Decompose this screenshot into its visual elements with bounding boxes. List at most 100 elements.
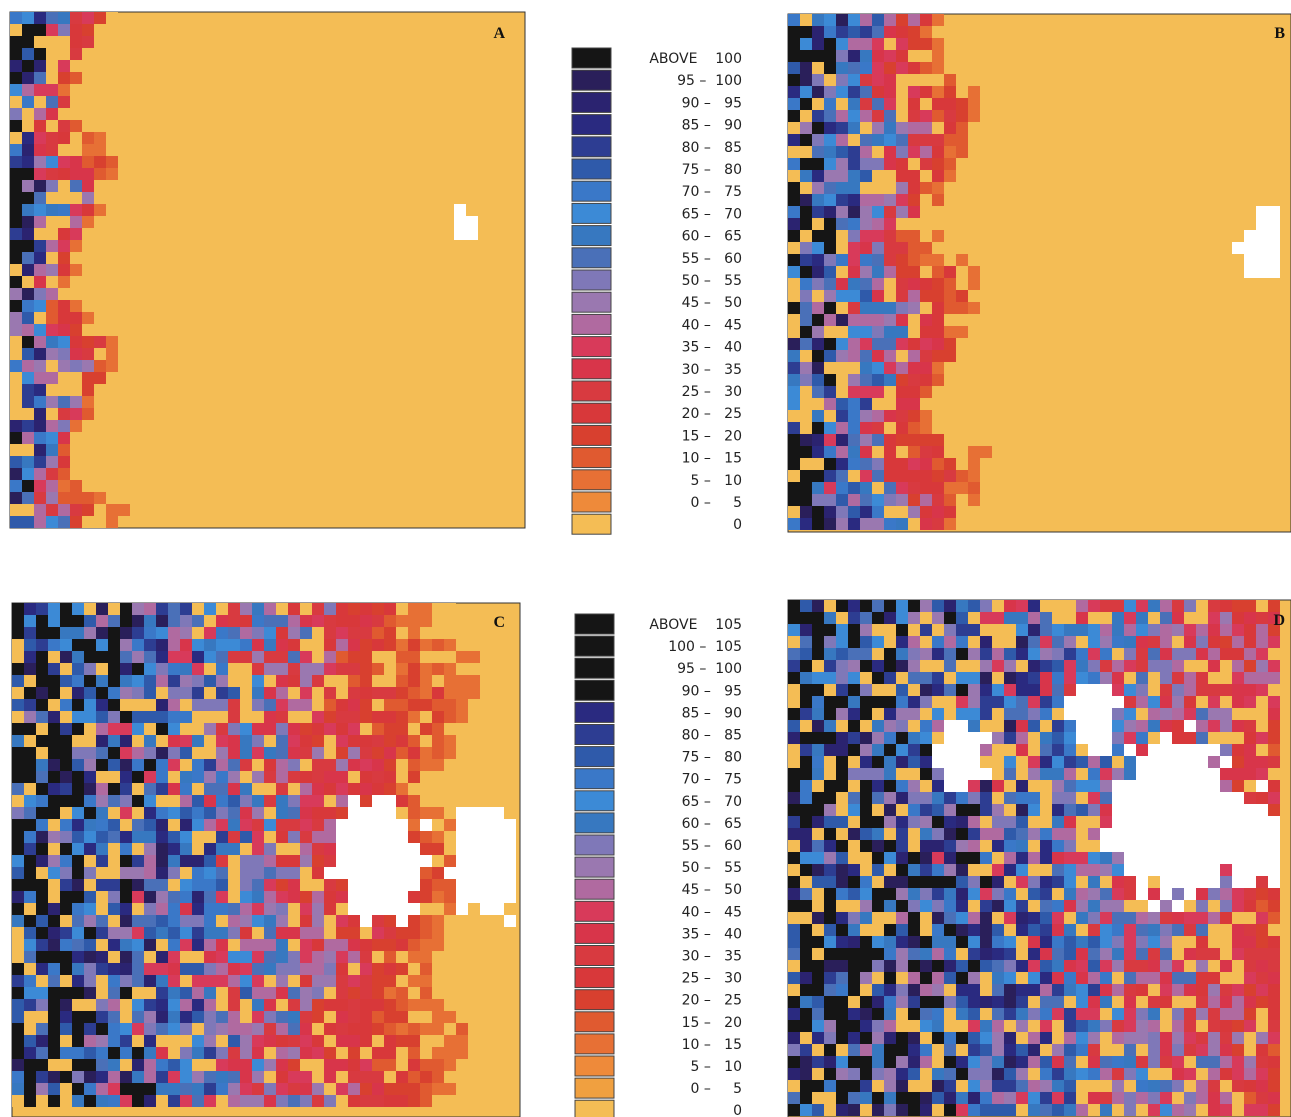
- map-cell: [132, 747, 144, 759]
- map-cell: [384, 819, 396, 831]
- map-cell: [920, 1032, 932, 1044]
- map-cell: [884, 170, 896, 182]
- map-cell: [1076, 612, 1088, 624]
- map-cell: [980, 852, 992, 864]
- map-cell: [848, 648, 860, 660]
- map-cell: [156, 975, 168, 987]
- map-cell: [896, 792, 908, 804]
- map-cell: [420, 663, 432, 675]
- map-cell: [800, 458, 812, 470]
- map-cell: [264, 663, 276, 675]
- map-cell: [1160, 732, 1172, 744]
- map-cell: [1040, 756, 1052, 768]
- map-cell: [908, 624, 920, 636]
- map-cell: [60, 783, 72, 795]
- map-cell: [932, 314, 944, 326]
- map-cell: [216, 1023, 228, 1035]
- map-cell: [896, 696, 908, 708]
- map-cell: [824, 14, 836, 26]
- map-cell: [204, 615, 216, 627]
- map-cell: [58, 312, 70, 324]
- map-cell: [120, 963, 132, 975]
- map-cell: [300, 999, 312, 1011]
- map-cell: [24, 915, 36, 927]
- map-cell: [1256, 900, 1268, 912]
- map-cell: [884, 494, 896, 506]
- map-cell: [252, 747, 264, 759]
- map-cell: [204, 663, 216, 675]
- map-cell: [860, 386, 872, 398]
- map-cell: [10, 468, 22, 480]
- map-cell: [872, 362, 884, 374]
- map-cell: [432, 879, 444, 891]
- map-cell: [836, 254, 848, 266]
- map-cell: [300, 1047, 312, 1059]
- map-cell: [24, 687, 36, 699]
- map-cell: [300, 1071, 312, 1083]
- map-cell: [180, 879, 192, 891]
- map-cell: [396, 807, 408, 819]
- map-cell: [456, 711, 468, 723]
- map-cell: [144, 951, 156, 963]
- map-cell: [920, 1080, 932, 1092]
- map-cell: [848, 86, 860, 98]
- map-cell: [1196, 1008, 1208, 1020]
- map-cell: [22, 216, 34, 228]
- map-cell: [1124, 696, 1136, 708]
- map-cell: [156, 939, 168, 951]
- map-cell: [204, 639, 216, 651]
- map-cell: [968, 110, 980, 122]
- map-cell: [920, 470, 932, 482]
- map-cell: [468, 843, 480, 855]
- map-cell: [372, 687, 384, 699]
- map-cell: [812, 612, 824, 624]
- map-cell: [1136, 696, 1148, 708]
- map-cell: [72, 879, 84, 891]
- map-cell: [372, 1011, 384, 1023]
- map-cell: [228, 975, 240, 987]
- map-cell: [456, 663, 468, 675]
- map-cell: [228, 783, 240, 795]
- map-cell: [444, 663, 456, 675]
- map-cell: [48, 915, 60, 927]
- map-cell: [336, 999, 348, 1011]
- map-cell: [1088, 1020, 1100, 1032]
- map-cell: [312, 1095, 324, 1107]
- map-cell: [48, 1011, 60, 1023]
- map-cell: [944, 972, 956, 984]
- map-cell: [228, 615, 240, 627]
- map-cell: [800, 158, 812, 170]
- map-cell: [1160, 900, 1172, 912]
- map-cell: [872, 660, 884, 672]
- map-cell: [968, 98, 980, 110]
- map-cell: [84, 867, 96, 879]
- map-cell: [788, 756, 800, 768]
- map-cell: [108, 687, 120, 699]
- map-cell: [968, 122, 980, 134]
- map-cell: [1040, 996, 1052, 1008]
- map-cell: [108, 1083, 120, 1095]
- map-cell: [824, 1104, 836, 1116]
- map-cell: [800, 494, 812, 506]
- map-cell: [72, 891, 84, 903]
- map-cell: [1076, 1092, 1088, 1104]
- map-cell: [992, 1080, 1004, 1092]
- map-cell: [872, 374, 884, 386]
- map-cell: [312, 1059, 324, 1071]
- map-cell: [908, 636, 920, 648]
- map-cell: [58, 504, 70, 516]
- map-cell: [848, 158, 860, 170]
- map-cell: [240, 927, 252, 939]
- map-cell: [444, 999, 456, 1011]
- map-cell: [108, 663, 120, 675]
- map-cell: [180, 795, 192, 807]
- map-cell: [992, 672, 1004, 684]
- map-cell: [908, 110, 920, 122]
- map-cell: [944, 792, 956, 804]
- map-cell: [480, 1035, 492, 1047]
- map-cell: [108, 1047, 120, 1059]
- map-cell: [1028, 672, 1040, 684]
- map-cell: [36, 1059, 48, 1071]
- legend-label: 35 – 40: [682, 926, 742, 942]
- legend-swatch: [575, 636, 614, 656]
